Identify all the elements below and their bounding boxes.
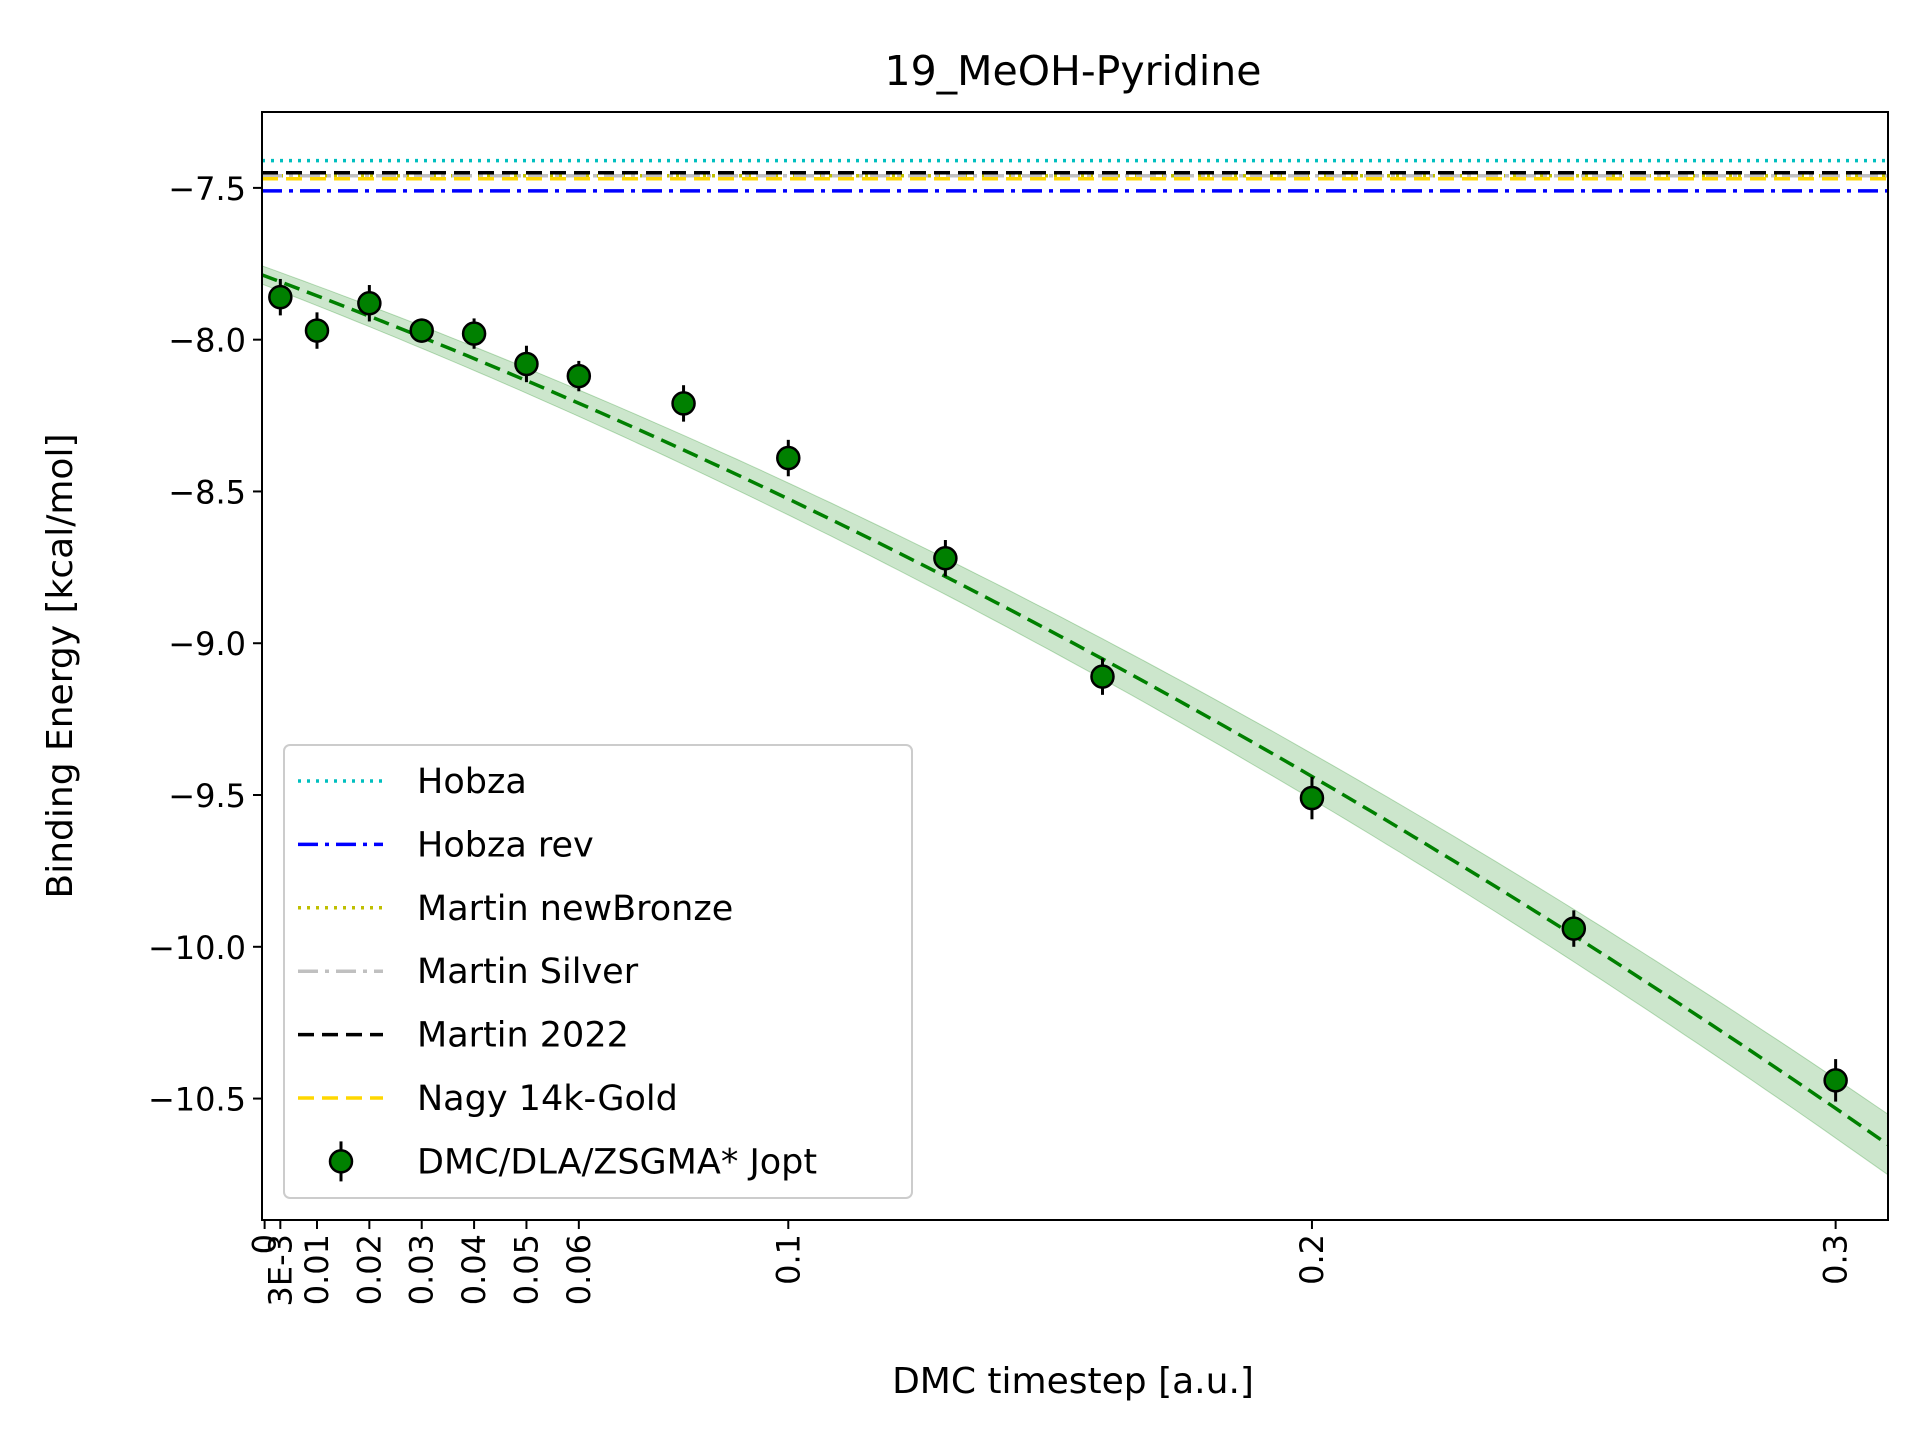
axes-frame [261, 111, 1889, 1221]
data-point [409, 318, 434, 343]
legend-box [283, 744, 913, 1199]
legend-swatch [328, 1149, 354, 1174]
fit-curve [262, 273, 1888, 1147]
data-point [514, 351, 539, 377]
data-point [776, 445, 801, 471]
y-axis: −7.5 −8.0 −8.5 −9.0 −9.5 −10.0 −10.5 [148, 170, 262, 1119]
x-tick-label: 0.03 [403, 1234, 441, 1305]
data-point [461, 321, 487, 346]
y-tick-label: −8.5 [168, 473, 246, 511]
data-point [268, 284, 293, 310]
legend-label: DMC/DLA/ZSGMA* Jopt [417, 1142, 817, 1182]
x-tick-label: 0.06 [560, 1234, 598, 1305]
y-tick-label: −10.0 [148, 929, 246, 967]
fit-confidence-band [262, 265, 1888, 1176]
data-point [1561, 916, 1587, 941]
data-point [1299, 785, 1325, 811]
y-tick-label: −10.5 [148, 1081, 246, 1119]
plot-area [262, 158, 1888, 1176]
x-tick-label: 0.1 [769, 1234, 807, 1285]
data-point [1823, 1068, 1848, 1093]
legend-label: Martin Silver [417, 952, 639, 992]
x-axis-label: DMC timestep [a.u.] [892, 1361, 1254, 1402]
legend-label: Hobza [417, 762, 527, 802]
x-tick-label: 0.01 [298, 1234, 336, 1305]
legend-label: Martin 2022 [417, 1016, 629, 1056]
chart-title: 19_MeOH-Pyridine [884, 47, 1261, 95]
y-tick-label: −8.0 [168, 322, 246, 360]
x-axis: 03E-30.01 0.02 0.03 0.04 0.05 0.06 0.1 0.2 0.3 [246, 1220, 1855, 1306]
y-tick-label: −9.0 [168, 625, 246, 663]
data-point [304, 318, 330, 343]
x-tick-label: 0.2 [1293, 1234, 1331, 1285]
legend: Hobza Hobza rev Martin newBronze Martin Sil… [283, 744, 913, 1199]
data-point [671, 391, 696, 416]
data-point [357, 290, 382, 316]
x-tick-label: 0.3 [1817, 1234, 1855, 1285]
data-point [1090, 664, 1115, 689]
data-point [566, 363, 592, 389]
x-tick-label: 3E-3 [261, 1234, 299, 1306]
data-point [933, 545, 958, 571]
y-tick-label: −9.5 [168, 777, 246, 815]
y-tick-label: −7.5 [168, 170, 246, 208]
x-tick-label: 0.05 [508, 1234, 546, 1305]
x-tick-label: 0.04 [455, 1234, 493, 1305]
legend-label: Martin newBronze [417, 889, 733, 929]
y-axis-label: Binding Energy [kcal/mol] [40, 434, 81, 899]
legend-label: Nagy 14k-Gold [417, 1079, 678, 1119]
legend-label: Hobza rev [417, 825, 594, 865]
x-tick-label: 0.02 [350, 1234, 388, 1305]
x-tick-label: 0 [246, 1234, 284, 1254]
